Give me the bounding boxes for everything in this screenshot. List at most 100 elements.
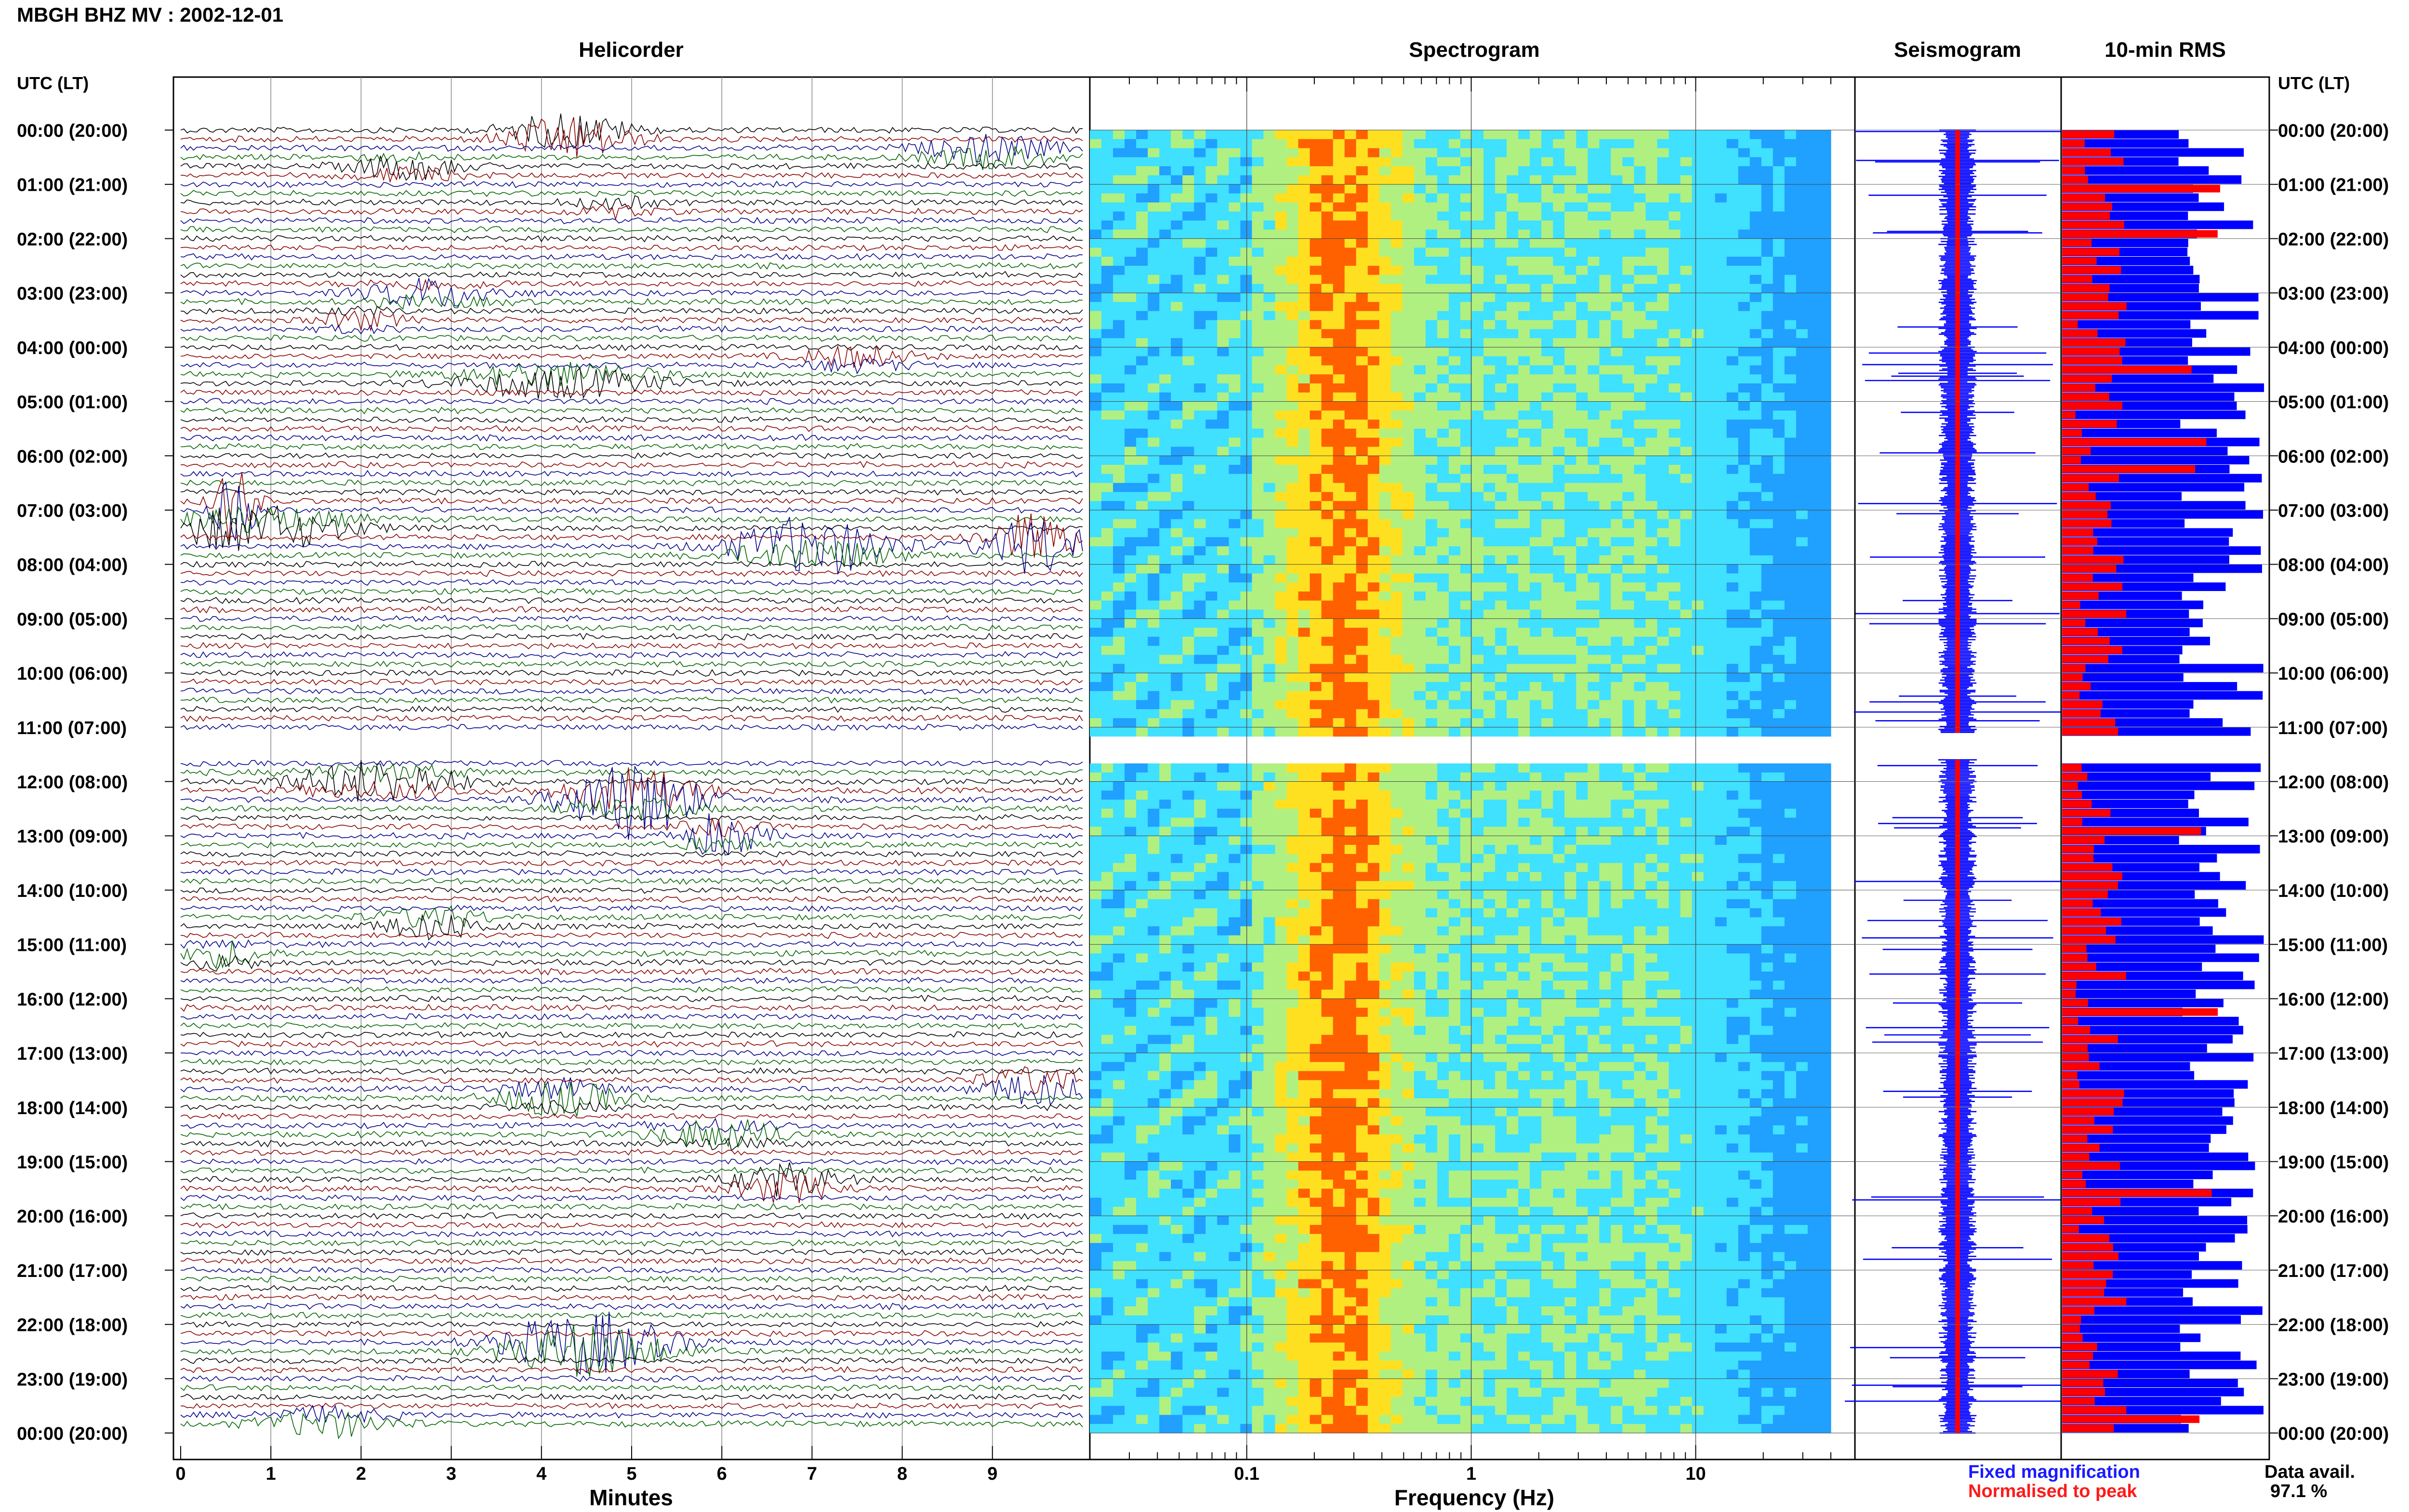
- spectrogram-cell: [1576, 166, 1588, 176]
- spectrogram-cell: [1310, 645, 1322, 656]
- spectrogram-cell: [1599, 592, 1611, 601]
- spectrogram-cell: [1310, 311, 1322, 321]
- spectrogram-cell: [1356, 139, 1368, 149]
- spectrogram-cell: [1483, 265, 1496, 276]
- spectrogram-cell: [1634, 564, 1646, 574]
- spectrogram-cell: [1495, 636, 1507, 646]
- spectrogram-cell: [1611, 772, 1623, 782]
- spectrogram-cell: [1240, 139, 1252, 149]
- spectrogram-cell: [1715, 148, 1727, 158]
- spectrogram-cell: [1390, 673, 1403, 683]
- spectrogram-cell: [1090, 320, 1102, 329]
- spectrogram-cell: [1668, 592, 1681, 601]
- spectrogram-cell: [1379, 519, 1391, 529]
- spectrogram-cell: [1240, 727, 1252, 737]
- spectrogram-cell: [1286, 320, 1299, 329]
- spectrogram-cell: [1726, 383, 1739, 393]
- spectrogram-cell: [1541, 618, 1553, 628]
- spectrogram-cell: [1240, 148, 1252, 158]
- spectrogram-cell: [1483, 473, 1496, 484]
- spectrogram-cell: [1205, 130, 1218, 140]
- spectrogram-cell: [1645, 265, 1658, 276]
- spectrogram-cell: [1634, 329, 1646, 339]
- spectrogram-cell: [1101, 592, 1113, 601]
- spectrogram-cell: [1761, 338, 1774, 348]
- spectrogram-cell: [1599, 628, 1611, 637]
- spectrogram-cell: [1564, 302, 1576, 312]
- spectrogram-cell: [1090, 600, 1102, 610]
- spectrogram-cell: [1819, 808, 1831, 818]
- spectrogram-cell: [1599, 808, 1611, 818]
- spectrogram-cell: [1507, 618, 1519, 628]
- spectrogram-cell: [1182, 202, 1194, 212]
- spectrogram-cell: [1194, 130, 1206, 140]
- spectrogram-cell: [1310, 347, 1322, 357]
- spectrogram-cell: [1796, 248, 1808, 257]
- spectrogram-cell: [1599, 817, 1611, 827]
- spectrogram-cell: [1749, 193, 1762, 203]
- spectrogram-cell: [1668, 772, 1681, 782]
- spectrogram-cell: [1530, 392, 1542, 402]
- spectrogram-cell: [1738, 664, 1750, 673]
- spectrogram-cell: [1263, 781, 1276, 791]
- spectrogram-cell: [1564, 609, 1576, 619]
- spectrogram-cell: [1507, 202, 1519, 212]
- helicorder-trace: [180, 181, 1083, 188]
- spectrogram-cell: [1564, 356, 1576, 366]
- spectrogram-cell: [1460, 691, 1472, 701]
- spectrogram-cell: [1356, 664, 1368, 673]
- spectrogram-cell: [1390, 148, 1403, 158]
- spectrogram-cell: [1796, 175, 1808, 185]
- spectrogram-cell: [1125, 148, 1137, 158]
- spectrogram-cell: [1367, 473, 1380, 484]
- spectrogram-cell: [1449, 628, 1461, 637]
- spectrogram-cell: [1286, 700, 1299, 710]
- spectrogram-cell: [1356, 519, 1368, 529]
- spectrogram-cell: [1726, 473, 1739, 484]
- spectrogram-cell: [1367, 655, 1380, 664]
- spectrogram-cell: [1263, 645, 1276, 656]
- spectrogram-cell: [1807, 718, 1820, 728]
- spectrogram-cell: [1275, 410, 1287, 420]
- spectrogram-cell: [1101, 465, 1113, 474]
- spectrogram-cell: [1205, 718, 1218, 728]
- spectrogram-cell: [1194, 501, 1206, 511]
- spectrogram-cell: [1263, 211, 1276, 221]
- spectrogram-cell: [1564, 664, 1576, 673]
- spectrogram-cell: [1668, 609, 1681, 619]
- spectrogram-cell: [1125, 465, 1137, 474]
- spectrogram-cell: [1090, 473, 1102, 484]
- spectrogram-cell: [1125, 618, 1137, 628]
- spectrogram-cell: [1807, 808, 1820, 818]
- spectrogram-cell: [1738, 329, 1750, 339]
- spectrogram-cell: [1113, 184, 1125, 194]
- spectrogram-cell: [1298, 555, 1310, 565]
- spectrogram-cell: [1749, 184, 1762, 194]
- spectrogram-cell: [1344, 275, 1357, 284]
- spectrogram-cell: [1356, 691, 1368, 701]
- spectrogram-cell: [1738, 465, 1750, 474]
- spectrogram-cell: [1125, 537, 1137, 547]
- spectrogram-cell: [1113, 220, 1125, 230]
- spectrogram-cell: [1229, 546, 1241, 556]
- spectrogram-cell: [1483, 592, 1496, 601]
- spectrogram-cell: [1657, 673, 1669, 683]
- spectrogram-cell: [1645, 618, 1658, 628]
- spectrogram-cell: [1773, 311, 1785, 321]
- spectrogram-cell: [1518, 302, 1530, 312]
- spectrogram-cell: [1622, 555, 1634, 565]
- spectrogram-cell: [1807, 682, 1820, 692]
- spectrogram-cell: [1414, 718, 1426, 728]
- spectrogram-cell: [1715, 564, 1727, 574]
- spectrogram-cell: [1576, 401, 1588, 411]
- spectrogram-cell: [1402, 383, 1415, 393]
- spectrogram-cell: [1333, 456, 1345, 465]
- spectrogram-cell: [1159, 483, 1171, 492]
- spectrogram-cell: [1657, 618, 1669, 628]
- spectrogram-cell: [1657, 320, 1669, 329]
- spectrogram-cell: [1738, 700, 1750, 710]
- spectrogram-cell: [1356, 365, 1368, 375]
- spectrogram-cell: [1344, 501, 1357, 511]
- spectrogram-cell: [1286, 800, 1299, 809]
- spectrogram-cell: [1286, 817, 1299, 827]
